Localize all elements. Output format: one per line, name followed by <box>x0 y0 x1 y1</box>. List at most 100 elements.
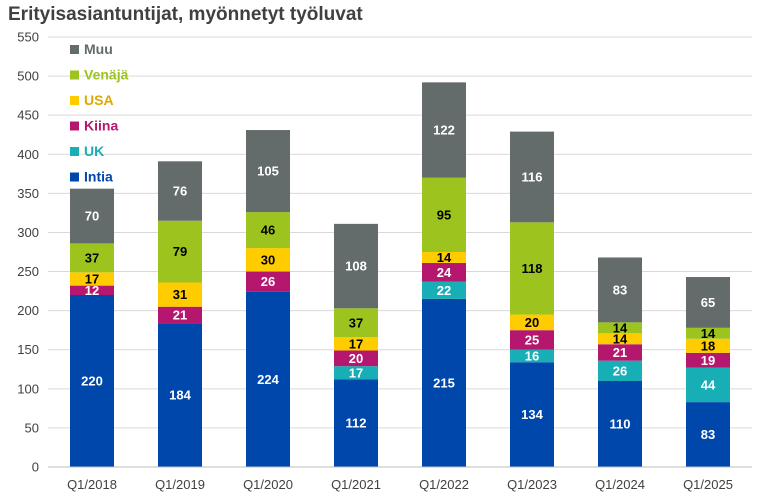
bar-segment <box>510 314 554 331</box>
bar-segment <box>246 212 290 249</box>
data-label: 25 <box>525 332 539 347</box>
y-tick-label: 550 <box>17 30 39 45</box>
x-tick-label: Q1/2024 <box>595 477 645 492</box>
data-label: 20 <box>349 351 363 366</box>
bar-segment <box>334 366 378 380</box>
data-label: 12 <box>85 283 99 298</box>
legend-label: Intia <box>84 169 113 185</box>
legend-label: USA <box>84 92 114 108</box>
data-label: 105 <box>257 164 279 179</box>
bar-segment <box>246 248 290 272</box>
data-label: 37 <box>349 315 363 330</box>
legend-swatch <box>70 70 79 80</box>
legend-label: UK <box>84 143 104 159</box>
bar-segment <box>158 282 202 307</box>
legend-label: Venäjä <box>84 67 129 83</box>
y-tick-label: 400 <box>17 147 39 162</box>
bar-segment <box>70 188 114 244</box>
x-tick-label: Q1/2019 <box>155 477 205 492</box>
bar-segment <box>510 222 554 315</box>
data-label: 21 <box>613 345 627 360</box>
data-label: 14 <box>613 331 628 346</box>
bar-segment <box>422 281 466 299</box>
legend-swatch <box>70 172 79 182</box>
x-tick-label: Q1/2021 <box>331 477 381 492</box>
data-label: 37 <box>85 250 99 265</box>
bar-segment <box>686 338 730 353</box>
bar-segment <box>422 177 466 252</box>
legend-swatch <box>70 96 79 105</box>
bar-segment <box>158 220 202 283</box>
bar-segment <box>246 271 290 292</box>
y-tick-label: 250 <box>17 264 39 279</box>
data-label: 44 <box>701 377 716 392</box>
bar-segment <box>70 295 114 467</box>
bar-segment <box>422 252 466 263</box>
data-label: 134 <box>521 407 543 422</box>
data-label: 112 <box>346 416 367 431</box>
data-label: 224 <box>257 372 279 387</box>
bar-segment <box>158 161 202 221</box>
bar-segment <box>422 298 466 467</box>
data-label: 184 <box>169 388 191 403</box>
legend-swatch <box>70 121 79 131</box>
y-tick-label: 0 <box>32 460 39 475</box>
data-label: 16 <box>525 348 539 363</box>
data-label: 14 <box>437 250 452 265</box>
x-tick-label: Q1/2020 <box>243 477 293 492</box>
legend-swatch <box>70 45 79 54</box>
y-tick-label: 150 <box>17 342 39 357</box>
data-label: 17 <box>85 271 99 286</box>
bar-segment <box>334 308 378 338</box>
data-label: 70 <box>85 209 99 224</box>
bar-segment <box>686 277 730 328</box>
data-label: 108 <box>345 259 367 274</box>
data-label: 220 <box>81 374 103 389</box>
bar-segment <box>158 323 202 467</box>
bar-segment <box>422 262 466 282</box>
data-label: 46 <box>261 223 275 238</box>
x-tick-label: Q1/2022 <box>419 477 469 492</box>
legend-label: Kiina <box>84 118 118 134</box>
data-label: 116 <box>522 169 543 184</box>
bar-segment <box>686 402 730 467</box>
data-label: 76 <box>173 184 187 199</box>
bar-segment <box>246 291 290 467</box>
data-label: 122 <box>433 123 455 138</box>
data-label: 83 <box>613 282 627 297</box>
data-label: 21 <box>173 307 187 322</box>
bar-segment <box>158 306 202 324</box>
bar-segment <box>70 272 114 286</box>
y-tick-label: 200 <box>17 303 39 318</box>
y-tick-label: 300 <box>17 225 39 240</box>
x-tick-label: Q1/2023 <box>507 477 557 492</box>
bar-segment <box>598 333 642 345</box>
y-tick-label: 50 <box>25 420 39 435</box>
y-tick-label: 350 <box>17 186 39 201</box>
data-label: 18 <box>701 338 715 353</box>
legend-label: Muu <box>84 41 113 57</box>
data-label: 14 <box>701 326 716 341</box>
data-label: 83 <box>701 427 715 442</box>
legend-swatch <box>70 147 79 156</box>
bar-segment <box>246 130 290 213</box>
y-tick-label: 450 <box>17 108 39 123</box>
data-label: 30 <box>261 252 275 267</box>
x-tick-label: Q1/2025 <box>683 477 733 492</box>
bar-segment <box>686 352 730 368</box>
bar-segment <box>510 349 554 363</box>
data-label: 20 <box>525 315 539 330</box>
data-label: 26 <box>261 274 275 289</box>
bar-segment <box>510 362 554 467</box>
bar-segment <box>686 327 730 339</box>
data-label: 79 <box>173 244 187 259</box>
bar-segment <box>334 379 378 467</box>
y-tick-label: 100 <box>17 381 39 396</box>
bar-segment <box>70 285 114 295</box>
bar-segment <box>334 337 378 351</box>
data-label: 118 <box>522 261 543 276</box>
bar-segment <box>598 360 642 381</box>
bar-segment <box>510 330 554 350</box>
data-label: 22 <box>437 283 451 298</box>
